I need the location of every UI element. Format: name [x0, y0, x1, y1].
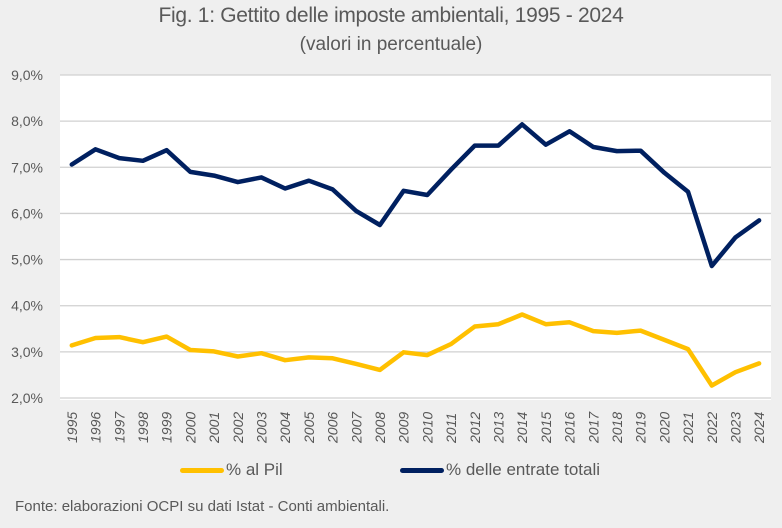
x-tick-label: 2005 [301, 412, 317, 444]
gridlines [60, 74, 771, 399]
x-axis-tick-labels: 1995 1996 1997 1998 1999 2000 2001 2002 2003 2004… [64, 411, 767, 444]
legend-item-pil: % al Pil [180, 460, 283, 480]
x-tick-label: 2011 [443, 413, 459, 444]
x-tick-label: 2022 [704, 412, 720, 444]
x-tick-label: 2002 [230, 412, 246, 444]
legend: % al Pil % delle entrate totali [0, 460, 782, 484]
legend-swatch-entrate [400, 467, 444, 473]
x-tick-label: 2008 [372, 412, 388, 444]
x-tick-label: 2000 [182, 412, 198, 444]
x-tick-label: 2006 [325, 412, 341, 444]
x-tick-label: 2024 [751, 412, 767, 444]
x-tick-label: 2017 [585, 411, 601, 444]
series-line-pil [69, 312, 762, 388]
y-tick-label: 3,0% [11, 344, 43, 360]
x-tick-label: 2009 [396, 412, 412, 444]
x-tick-label: 1995 [64, 412, 80, 443]
x-tick-label: 2019 [633, 412, 649, 444]
y-tick-label: 5,0% [11, 252, 43, 268]
x-tick-label: 2018 [609, 412, 625, 444]
legend-swatch-pil [180, 467, 224, 473]
y-axis-tick-labels: 2,0% 3,0% 4,0% 5,0% 6,0% 7,0% 8,0% 9,0% [11, 67, 43, 406]
y-tick-label: 4,0% [11, 298, 43, 314]
chart-subtitle: (valori in percentuale) [299, 34, 483, 55]
series-line-entrate [69, 122, 762, 269]
y-tick-label: 8,0% [11, 113, 43, 129]
x-tick-label: 2013 [490, 412, 506, 444]
legend-label-entrate: % delle entrate totali [446, 460, 601, 479]
x-tick-label: 1999 [159, 412, 175, 443]
x-tick-label: 2004 [277, 412, 293, 444]
legend-label-pil: % al Pil [226, 460, 283, 479]
x-tick-label: 2014 [514, 412, 530, 444]
x-tick-label: 2015 [538, 412, 554, 444]
x-tick-label: 2003 [253, 412, 269, 444]
source-note: Fonte: elaborazioni OCPI su dati Istat -… [15, 498, 390, 515]
x-tick-label: 2010 [419, 412, 435, 444]
x-tick-label: 2016 [562, 412, 578, 444]
y-tick-label: 9,0% [11, 67, 43, 83]
x-tick-label: 1997 [111, 411, 127, 443]
y-tick-label: 7,0% [11, 159, 43, 175]
y-tick-label: 2,0% [11, 390, 43, 406]
x-tick-label: 1998 [135, 412, 151, 443]
x-tick-label: 2023 [727, 412, 743, 444]
y-tick-label: 6,0% [11, 205, 43, 221]
x-tick-label: 2020 [656, 412, 672, 444]
x-tick-label: 2007 [348, 411, 364, 444]
series-lines [69, 122, 762, 388]
chart-title: Fig. 1: Gettito delle imposte ambientali… [158, 4, 624, 27]
x-tick-label: 1996 [88, 412, 104, 443]
legend-item-entrate: % delle entrate totali [400, 460, 600, 480]
x-tick-label: 2021 [680, 412, 696, 444]
x-tick-label: 2001 [206, 412, 222, 444]
x-tick-label: 2012 [467, 412, 483, 444]
